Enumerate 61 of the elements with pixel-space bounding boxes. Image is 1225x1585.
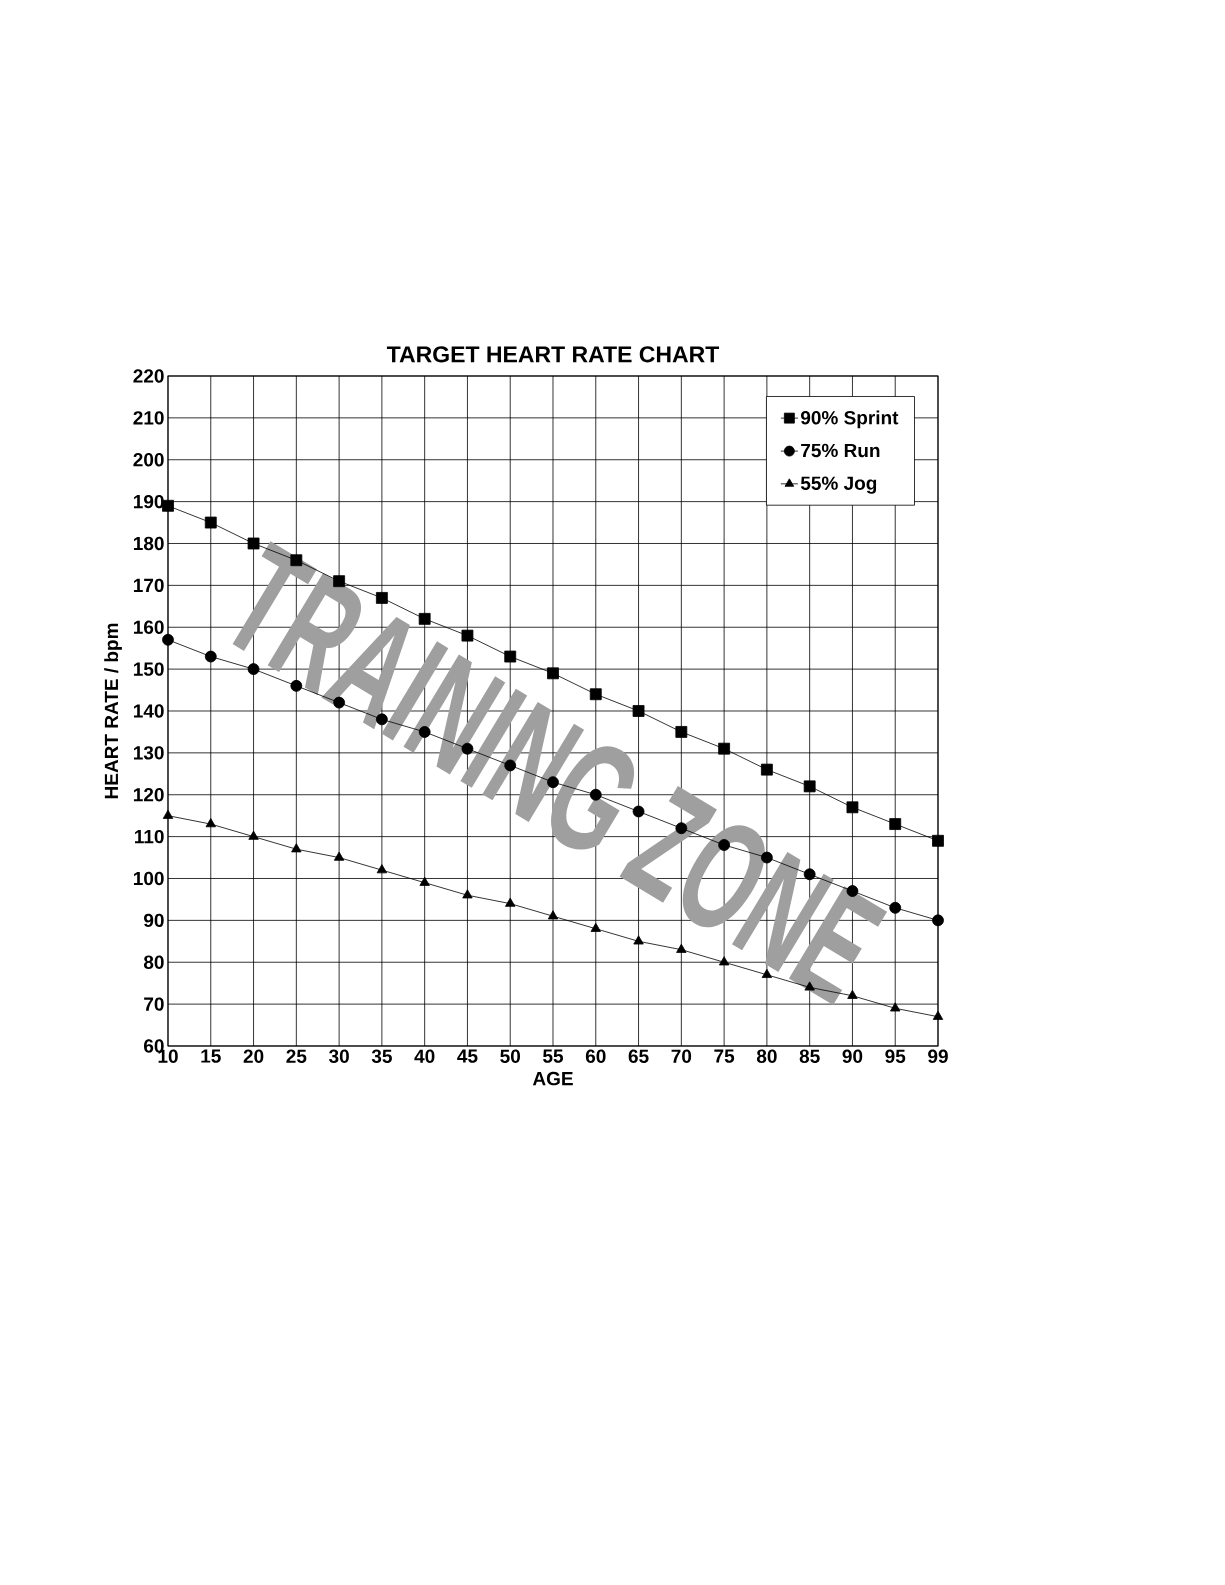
chart-title: TARGET HEART RATE CHART [386,346,720,363]
x-tick-label: 65 [628,1049,649,1063]
point [932,914,944,927]
x-tick-label: 99 [928,1049,948,1063]
x-tick-label: 90 [842,1049,863,1063]
y-tick-label: 70 [144,997,164,1011]
y-tick-label: 220 [133,369,164,383]
x-tick-label: 75 [714,1049,735,1063]
point [890,1002,901,1012]
point [718,742,731,755]
point [889,818,902,830]
legend-label: 90% Sprint [800,410,899,429]
x-tick-label: 85 [799,1049,820,1063]
point [162,633,174,646]
x-axis-title: AGE [532,1071,573,1086]
point [547,910,559,920]
y-tick-label: 130 [133,746,164,760]
x-tick-label: 95 [885,1049,906,1063]
point [760,763,773,776]
y-tick-label: 80 [143,955,164,969]
point [162,809,174,819]
point [932,834,944,847]
y-tick-label: 200 [133,453,164,467]
y-axis-title: HEART RATE / bpm [104,623,122,799]
point [333,851,345,861]
point [932,1010,944,1020]
legend-label: 75% Run [801,443,880,458]
x-tick-label: 40 [414,1049,435,1063]
y-tick-label: 150 [133,662,164,676]
y-tick-label: 190 [133,494,164,509]
y-tick-label: 90 [143,913,164,928]
point [419,876,430,886]
x-tick-label: 35 [371,1049,392,1064]
point [590,922,601,932]
x-tick-label: 30 [328,1049,349,1064]
x-tick-label: 50 [500,1049,521,1063]
y-tick-label: 120 [133,788,164,802]
y-tick-label: 100 [133,871,164,886]
x-tick-label: 25 [286,1049,307,1063]
y-tick-label: 210 [133,411,164,425]
point [675,726,688,738]
point [376,864,388,874]
legend-label: 55% Jog [800,476,877,494]
point [204,650,217,663]
x-tick-label: 55 [543,1049,564,1063]
y-tick-label: 170 [133,578,164,593]
y-tick-label: 110 [135,829,164,844]
point [205,818,216,828]
y-tick-label: 180 [133,536,164,551]
x-tick-label: 20 [243,1049,264,1063]
point [505,897,516,907]
x-tick-label: 45 [457,1049,478,1063]
y-tick-label: 140 [133,704,164,718]
point [204,516,217,529]
x-tick-label: 15 [201,1049,221,1063]
x-tick-label: 70 [671,1049,692,1063]
point [462,889,473,899]
x-tick-label: 60 [585,1049,606,1063]
x-tick-label: 80 [756,1049,777,1063]
y-tick-label: 160 [133,620,164,634]
point [889,901,902,914]
